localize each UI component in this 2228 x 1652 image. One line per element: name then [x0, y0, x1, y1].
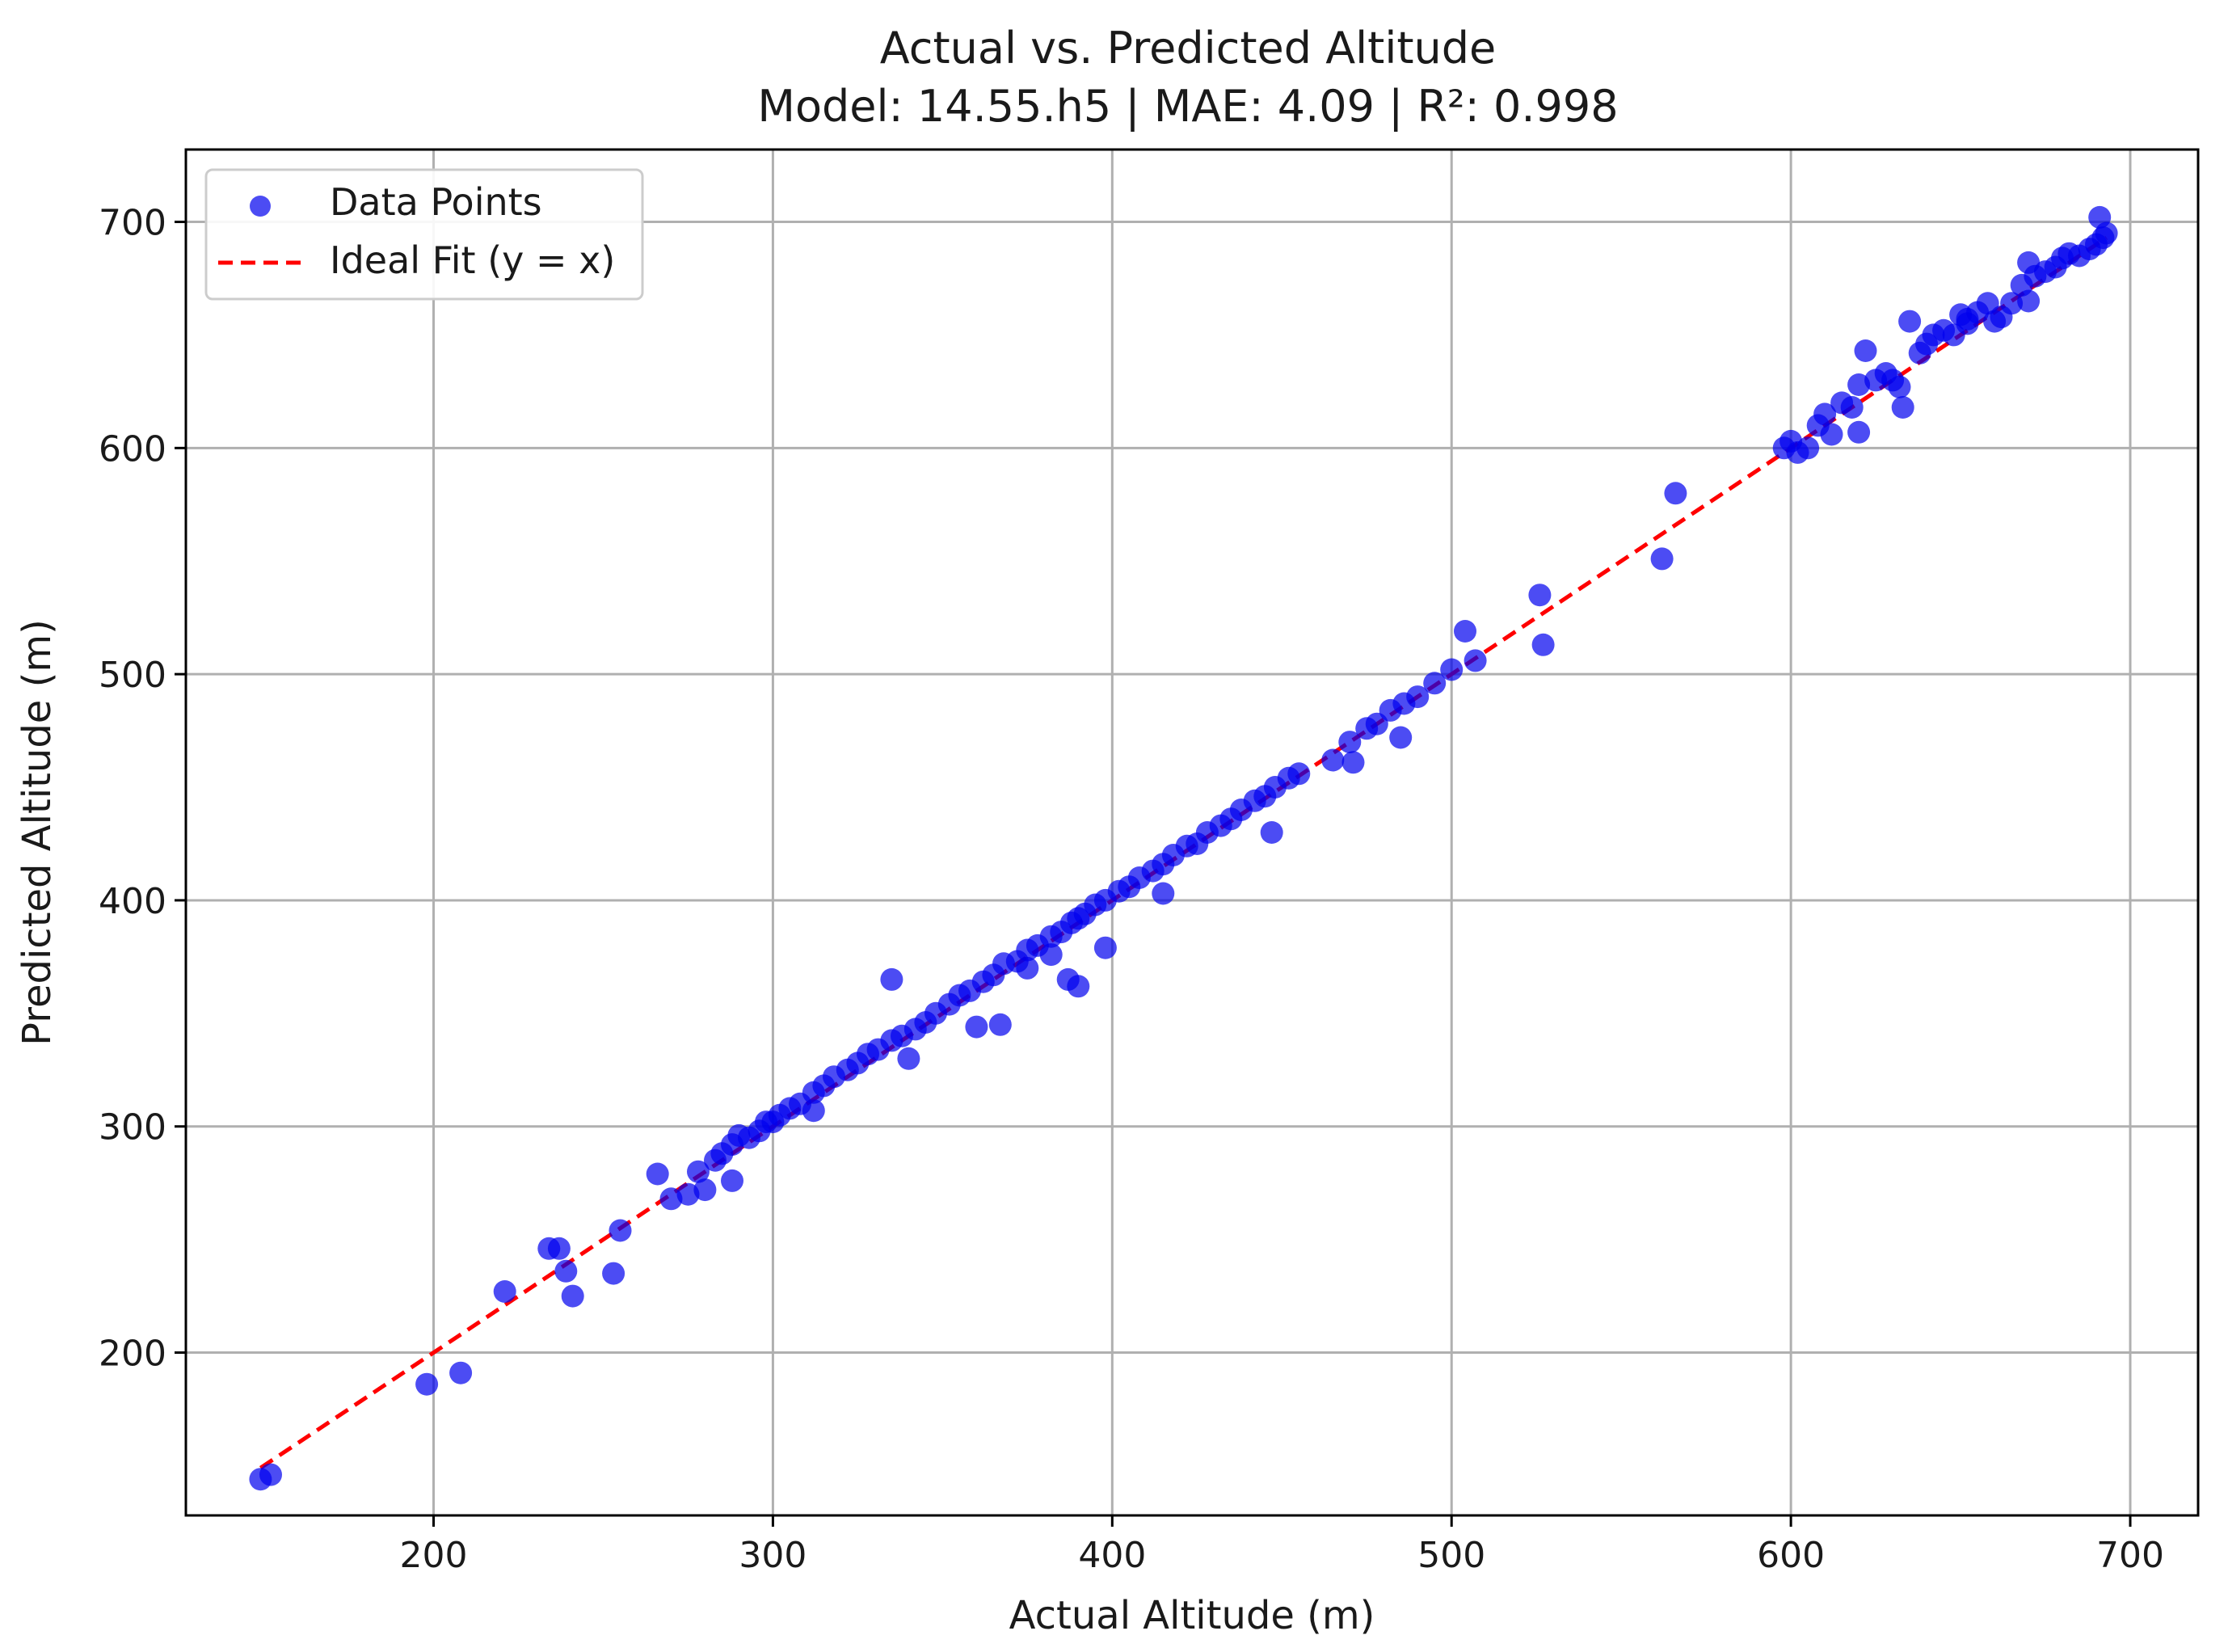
data-point [1813, 402, 1837, 426]
data-point [1093, 936, 1117, 959]
legend-label-data-points: Data Points [330, 180, 542, 224]
legend-box [204, 168, 644, 301]
data-point [687, 1160, 710, 1183]
x-axis-label: Actual Altitude (m) [1009, 1593, 1375, 1638]
data-point [880, 967, 903, 991]
data-point [1389, 726, 1413, 749]
data-point [1820, 423, 1843, 446]
data-point [1067, 975, 1090, 998]
data-point [415, 1372, 439, 1396]
data-point [1338, 731, 1362, 754]
data-point [1847, 373, 1871, 396]
y-axis-label: Predicted Altitude (m) [15, 619, 60, 1046]
data-point [988, 1013, 1012, 1036]
legend-marker-data-points [250, 196, 271, 217]
data-point [1341, 751, 1365, 774]
legend: Data Points Ideal Fit (y = x) [204, 168, 644, 301]
y-axis-ticks: 200 300 400 500 600 700 [99, 203, 186, 1375]
plot-area-frame [184, 148, 2200, 1517]
data-point [1531, 633, 1555, 656]
data-point [1287, 762, 1311, 786]
data-point [1650, 547, 1674, 571]
data-point [659, 1187, 683, 1211]
data-point [2095, 221, 2118, 245]
data-point [897, 1047, 920, 1070]
data-point [561, 1284, 584, 1308]
data-point [1152, 882, 1175, 905]
data-point [1260, 821, 1283, 844]
data-point [721, 1169, 743, 1192]
data-point [1888, 375, 1911, 398]
legend-label-ideal-fit: Ideal Fit (y = x) [330, 238, 615, 282]
y-tick-label: 400 [99, 881, 166, 922]
data-point [1891, 396, 1914, 419]
data-point [259, 1463, 282, 1486]
data-point [1956, 312, 1979, 335]
y-tick-label: 600 [99, 428, 166, 470]
data-point [493, 1280, 516, 1303]
y-tick-label: 300 [99, 1107, 166, 1148]
data-point [1454, 620, 1476, 643]
data-point [761, 1110, 785, 1134]
data-point [547, 1237, 571, 1260]
data-point [609, 1219, 632, 1242]
data-point [1854, 339, 1877, 362]
data-point [1423, 672, 1447, 695]
data-point [693, 1178, 717, 1202]
data-point [554, 1259, 578, 1283]
y-tick-label: 700 [99, 203, 166, 244]
x-tick-label: 200 [400, 1535, 468, 1576]
x-tick-label: 400 [1078, 1535, 1146, 1576]
data-point [1321, 748, 1345, 772]
x-tick-label: 600 [1757, 1535, 1825, 1576]
data-point [965, 1015, 988, 1039]
y-tick-label: 500 [99, 655, 166, 696]
data-point [1440, 658, 1464, 681]
x-tick-label: 300 [739, 1535, 807, 1576]
chart-subtitle: Model: 14.55.h5 | MAE: 4.09 | R²: 0.998 [757, 81, 1618, 132]
x-axis-ticks: 200 300 400 500 600 700 [400, 1515, 2164, 1576]
x-tick-label: 700 [2096, 1535, 2164, 1576]
data-point [1039, 943, 1063, 967]
data-point [1528, 584, 1552, 607]
data-point [2000, 292, 2024, 315]
data-point [602, 1262, 625, 1285]
data-points-series [249, 205, 2118, 1491]
data-point [1840, 396, 1864, 419]
data-point [1406, 685, 1430, 709]
chart-title: Actual vs. Predicted Altitude [880, 23, 1496, 74]
data-point [1898, 310, 1922, 333]
data-point [449, 1361, 473, 1384]
data-point [1847, 420, 1871, 444]
data-point [1664, 482, 1687, 505]
data-point [2017, 289, 2041, 313]
data-point [802, 1099, 825, 1123]
data-point [1016, 956, 1039, 980]
data-point [1464, 649, 1487, 672]
y-tick-label: 200 [99, 1334, 166, 1375]
x-tick-label: 500 [1417, 1535, 1485, 1576]
data-point [646, 1162, 669, 1186]
grid-lines [186, 150, 2198, 1515]
data-point [1796, 436, 1820, 460]
